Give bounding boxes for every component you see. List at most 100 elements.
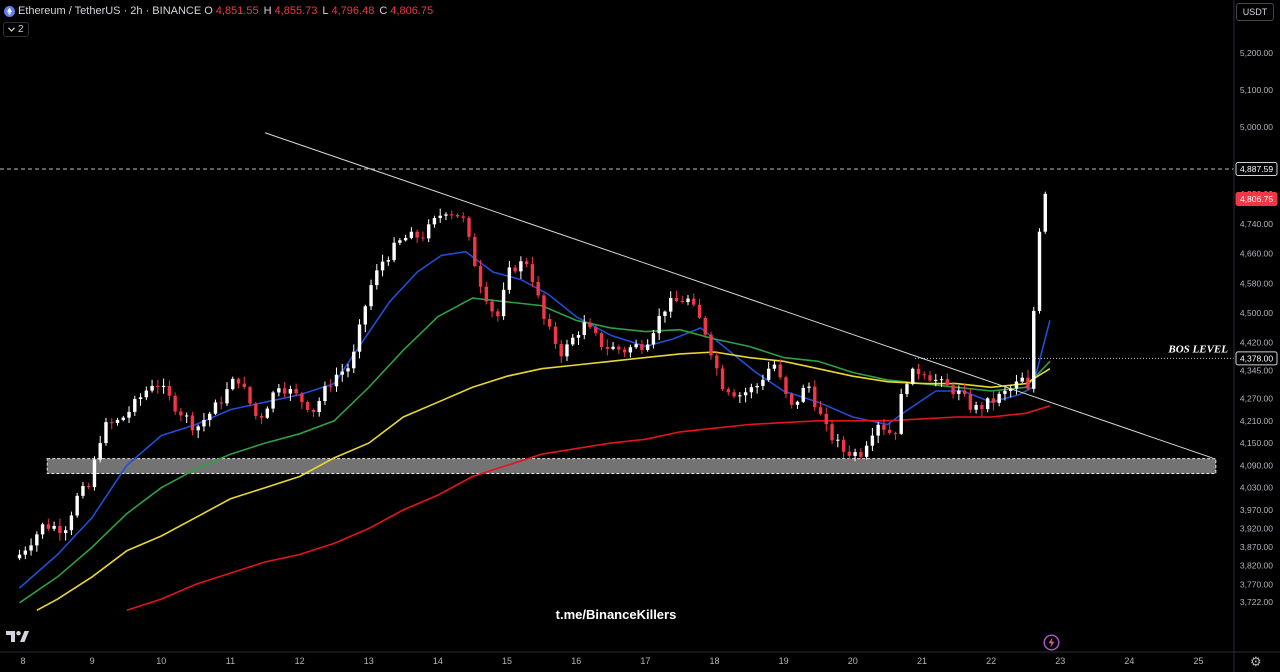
price-tick-13: 4,210.00 xyxy=(1240,416,1273,426)
candle-body-93 xyxy=(553,326,558,344)
candle-body-102 xyxy=(605,347,610,349)
candle-body-63 xyxy=(380,261,385,271)
candle-body-13 xyxy=(92,459,97,488)
candle-body-26 xyxy=(167,385,172,396)
candle-body-97 xyxy=(576,335,581,338)
high-price-tag-bg xyxy=(1235,161,1278,176)
candle-body-58 xyxy=(352,351,356,369)
candle-body-163 xyxy=(957,390,961,394)
candle-body-61 xyxy=(369,285,373,307)
candle-body-87 xyxy=(519,261,523,272)
candle-body-95 xyxy=(565,344,569,357)
candle-body-151 xyxy=(887,429,892,433)
candle-body-22 xyxy=(144,390,149,398)
candle-body-8 xyxy=(63,530,68,534)
candle-body-33 xyxy=(208,413,212,421)
candle-body-141 xyxy=(830,424,834,441)
candle-body-101 xyxy=(599,333,604,348)
time-tick-11: 19 xyxy=(779,656,789,666)
chevron-down-icon xyxy=(8,27,15,32)
time-tick-10: 18 xyxy=(709,656,719,666)
candle-body-158 xyxy=(928,375,932,381)
candle-body-100 xyxy=(594,327,598,334)
candle-body-0 xyxy=(17,554,22,559)
candle-body-72 xyxy=(432,218,437,225)
descending-trendline xyxy=(264,132,1213,459)
candle-body-98 xyxy=(582,322,586,336)
candle-body-29 xyxy=(184,415,189,417)
candle-body-31 xyxy=(196,426,200,431)
candle-body-123 xyxy=(726,389,731,393)
moving-average-line-2 xyxy=(19,297,1051,604)
currency-selector[interactable]: USDT xyxy=(1236,3,1274,21)
high-price-tag-label: 4,887.59 xyxy=(1240,164,1273,174)
candle-body-85 xyxy=(507,267,512,290)
candle-body-35 xyxy=(219,402,223,404)
candle-body-173 xyxy=(1014,381,1019,389)
candle-body-103 xyxy=(611,346,615,349)
ohlc-close-label: C xyxy=(379,5,388,17)
candle-body-162 xyxy=(951,385,955,394)
candle-body-135 xyxy=(795,401,800,405)
candle-body-137 xyxy=(807,386,811,388)
time-tick-13: 21 xyxy=(917,656,927,666)
candle-body-120 xyxy=(709,334,713,356)
symbol-text[interactable]: Ethereum / TetherUS · 2h · BINANCE xyxy=(18,5,202,17)
price-tick-18: 3,920.00 xyxy=(1240,524,1273,534)
candle-body-25 xyxy=(161,385,166,387)
candle-body-172 xyxy=(1008,388,1013,391)
time-tick-15: 23 xyxy=(1055,656,1065,666)
candle-body-91 xyxy=(542,295,546,319)
candle-body-17 xyxy=(115,419,120,424)
tradingview-logo-icon[interactable] xyxy=(6,631,30,643)
candle-body-1 xyxy=(23,550,28,555)
candle-body-133 xyxy=(784,377,788,395)
candle-body-147 xyxy=(864,445,869,457)
candle-body-148 xyxy=(870,435,875,446)
watermark-text: t.me/BinanceKillers xyxy=(555,607,677,622)
candle-body-126 xyxy=(743,392,748,396)
candle-body-32 xyxy=(202,420,206,427)
candle-body-157 xyxy=(922,374,926,376)
candle-body-150 xyxy=(882,424,886,430)
candle-body-169 xyxy=(991,398,996,403)
candle-body-109 xyxy=(645,344,650,350)
candle-body-124 xyxy=(732,392,736,397)
candle-body-138 xyxy=(813,386,817,408)
time-tick-14: 22 xyxy=(986,656,996,666)
price-tick-10: 4,420.00 xyxy=(1240,338,1273,348)
candle-body-5 xyxy=(46,524,51,529)
time-tick-7: 15 xyxy=(502,656,512,666)
candle-body-90 xyxy=(536,281,540,296)
indicators-toggle[interactable]: 2 xyxy=(3,22,29,37)
candle-body-159 xyxy=(934,379,938,381)
candle-body-143 xyxy=(841,439,846,452)
time-tick-4: 12 xyxy=(295,656,305,666)
candle-body-132 xyxy=(778,364,782,378)
moving-average-line-1 xyxy=(18,250,1051,589)
settings-gear-icon[interactable]: ⚙ xyxy=(1250,654,1262,669)
candle-body-113 xyxy=(669,298,673,312)
ohlc-high-label: H xyxy=(263,5,272,17)
ohlc-open-label: O xyxy=(204,5,213,17)
candle-body-165 xyxy=(968,394,973,410)
candle-body-68 xyxy=(409,231,414,238)
candle-body-107 xyxy=(634,344,638,348)
candle-body-82 xyxy=(490,301,494,312)
bos-price-tag-bg xyxy=(1235,351,1278,366)
candle-body-149 xyxy=(876,424,880,436)
candle-body-64 xyxy=(386,260,391,262)
candle-body-37 xyxy=(231,378,235,390)
price-tick-20: 3,820.00 xyxy=(1240,561,1273,571)
candle-body-36 xyxy=(225,389,229,404)
candle-body-34 xyxy=(213,402,218,414)
candle-body-44 xyxy=(271,392,275,409)
candle-body-156 xyxy=(916,368,921,375)
time-tick-5: 13 xyxy=(364,656,374,666)
candle-body-174 xyxy=(1020,377,1024,382)
lightning-icon[interactable] xyxy=(1043,634,1060,651)
candle-body-77 xyxy=(461,216,465,218)
candle-body-76 xyxy=(455,214,460,217)
candle-body-71 xyxy=(426,224,431,239)
